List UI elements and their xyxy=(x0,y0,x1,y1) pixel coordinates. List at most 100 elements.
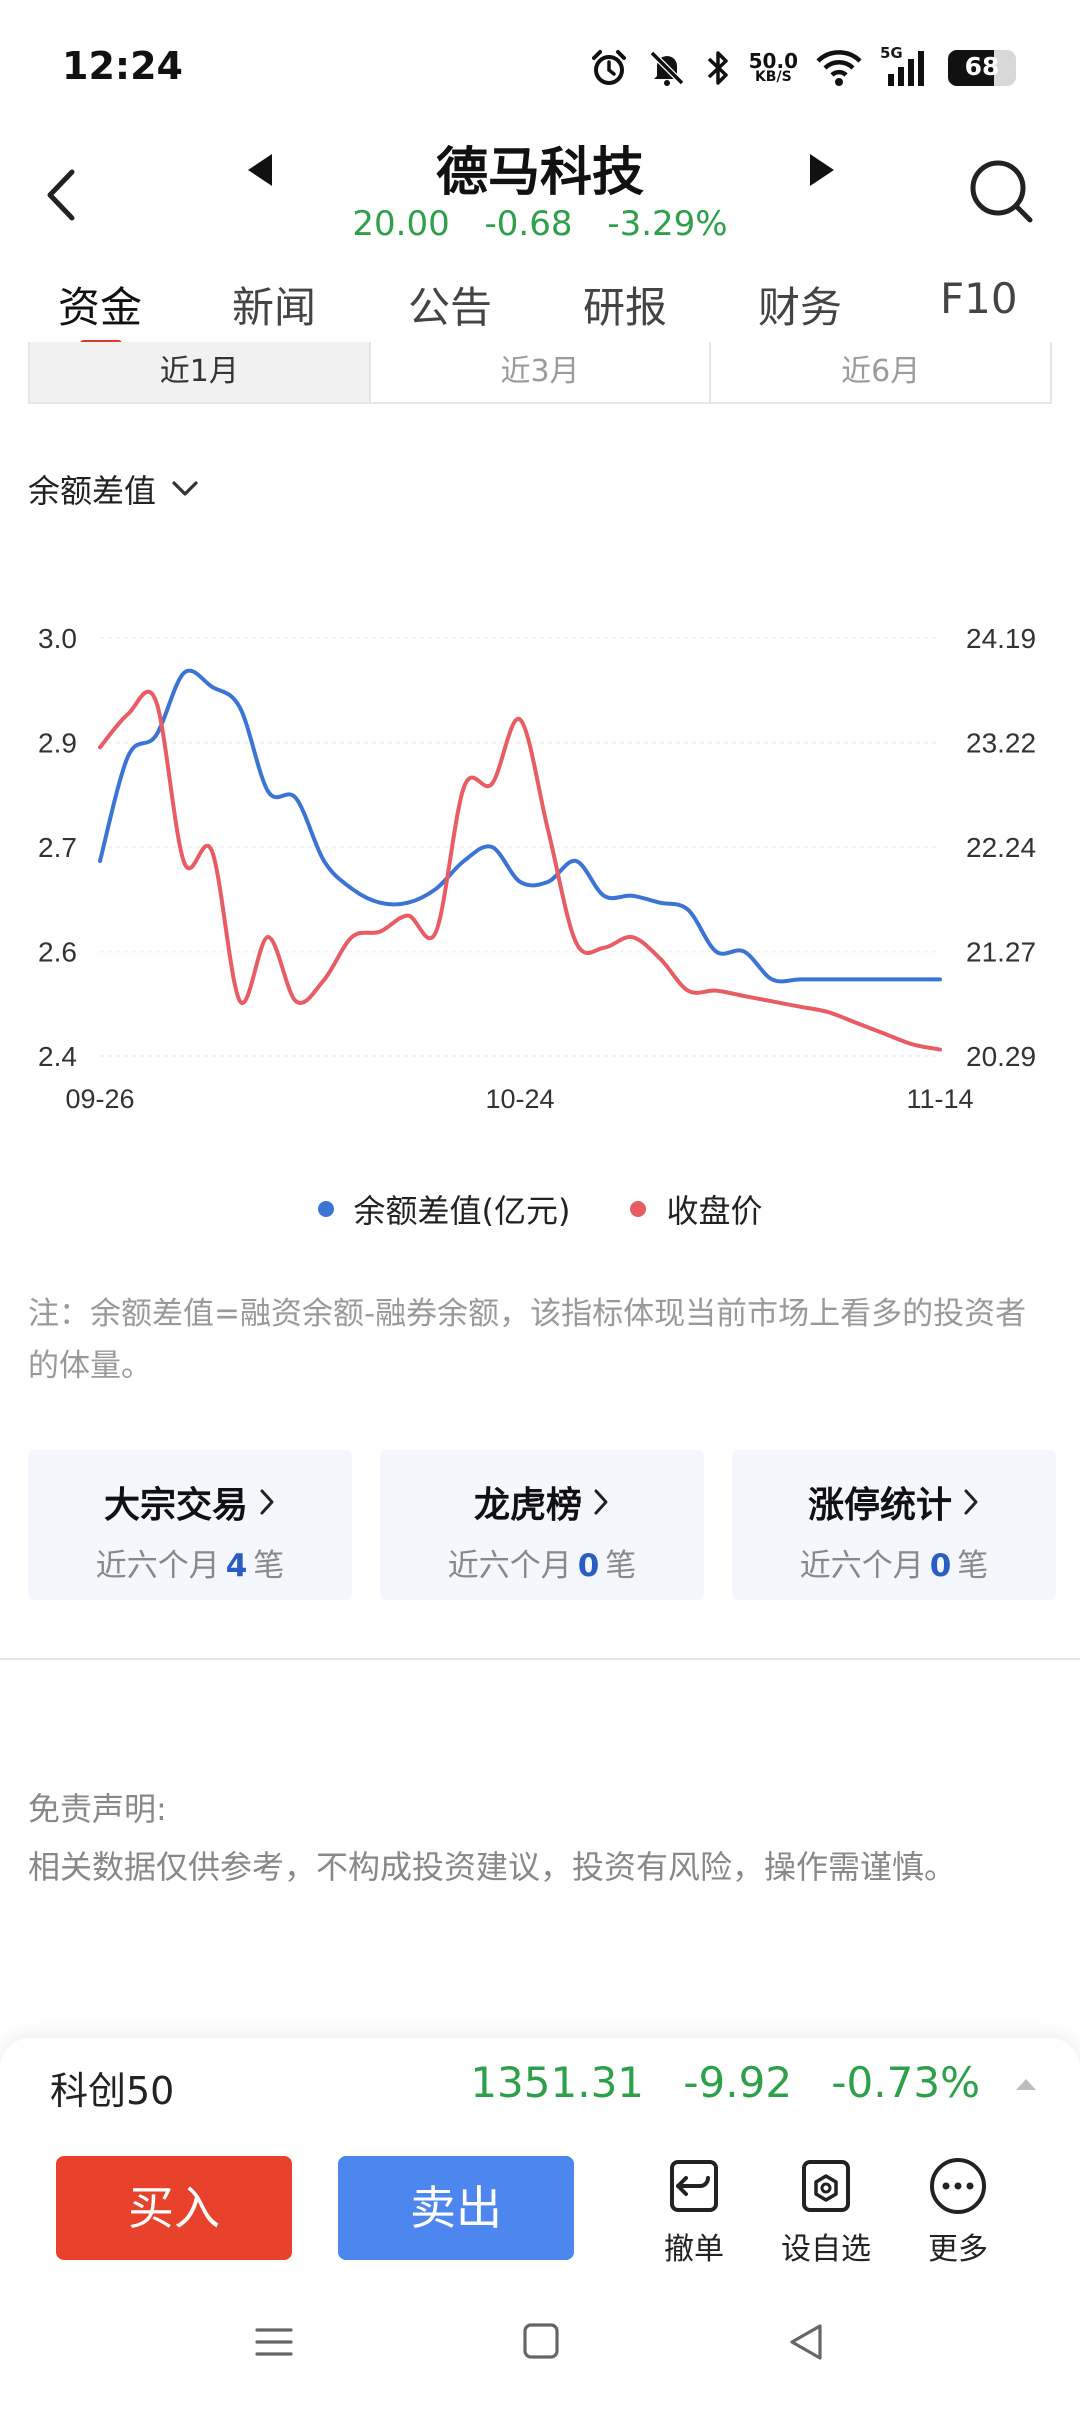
card-block-trade[interactable]: 大宗交易 近六个月 4 笔 xyxy=(28,1450,352,1600)
stock-quote: 20.00 -0.68 -3.29% xyxy=(0,204,1080,244)
right-axis-tick-label: 24.19 xyxy=(966,623,1036,654)
add-watchlist-label: 设自选 xyxy=(781,2232,871,2267)
stock-name: 德马科技 xyxy=(435,143,644,203)
series-line-close xyxy=(98,689,942,1052)
card-sub-dragon-tiger: 近六个月 0 笔 xyxy=(380,1540,704,1585)
tab-financials[interactable]: 财务 xyxy=(758,283,843,332)
cancel-order-label: 撤单 xyxy=(664,2232,724,2267)
left-axis-tick-label: 2.9 xyxy=(38,728,77,759)
legend-dot-close xyxy=(630,1201,647,1217)
legend-item-close: 收盘价 xyxy=(630,1186,763,1232)
left-axis-tick-label: 3.0 xyxy=(38,623,77,654)
stock-price: 20.00 xyxy=(352,204,450,244)
chart-note: 注：余额差值=融资余额-融券余额，该指标体现当前市场上看多的投资者的体量。 xyxy=(28,1296,1027,1384)
tab-f10[interactable]: F10 xyxy=(940,274,1018,323)
left-axis-tick-label: 2.6 xyxy=(38,937,77,968)
legend-label-balance: 余额差值(亿元) xyxy=(353,1192,571,1230)
add-watchlist-button[interactable]: 设自选 xyxy=(766,2156,886,2268)
cancel-order-button[interactable]: 撤单 xyxy=(634,2156,754,2268)
buy-button[interactable]: 买入 xyxy=(56,2156,292,2260)
index-name[interactable]: 科创50 xyxy=(50,2069,175,2113)
prev-stock-icon[interactable] xyxy=(240,148,280,192)
stock-change-pct: -3.29% xyxy=(607,204,728,244)
index-change: -9.92 xyxy=(683,2058,793,2107)
card-count: 0 xyxy=(929,1548,952,1584)
stock-change: -0.68 xyxy=(484,204,573,244)
index-change-pct: -0.73% xyxy=(831,2058,980,2107)
x-axis-tick-label: 10-24 xyxy=(485,1084,554,1114)
status-icons: 50.0 KB/S 5G 68 xyxy=(589,44,1016,90)
legend-item-balance: 余额差值(亿元) xyxy=(317,1186,571,1232)
card-sub-prefix: 近六个月 xyxy=(799,1548,924,1584)
search-icon[interactable] xyxy=(966,156,1038,228)
system-nav-bar xyxy=(0,2300,1080,2412)
series-line-balance xyxy=(98,668,942,984)
right-axis-tick-label: 23.22 xyxy=(966,728,1036,759)
card-count: 0 xyxy=(577,1548,600,1584)
margin-balance-chart: 3.0 24.19 2.9 23.22 2.7 22.24 2.6 21.27 2.4 20.29… xyxy=(38,623,1036,1114)
status-time: 12:24 xyxy=(62,44,183,88)
status-bar: 12:24 50.0 KB/S 5G xyxy=(0,0,1080,130)
card-title-text: 龙虎榜 xyxy=(473,1485,582,1526)
card-limit-up[interactable]: 涨停统计 近六个月 0 笔 xyxy=(732,1450,1056,1600)
caret-up-icon[interactable] xyxy=(1014,2076,1038,2092)
card-count: 4 xyxy=(225,1548,248,1584)
metric-dropdown[interactable]: 余额差值 xyxy=(28,466,200,512)
back-nav-icon[interactable] xyxy=(786,2322,826,2362)
legend-dot-balance xyxy=(317,1201,334,1217)
card-sub-prefix: 近六个月 xyxy=(447,1548,572,1584)
index-quote[interactable]: 1351.31 -9.92 -0.73% xyxy=(444,2058,980,2107)
card-title-text: 大宗交易 xyxy=(103,1485,248,1526)
battery-icon: 68 xyxy=(948,50,1016,86)
tab-research[interactable]: 研报 xyxy=(583,283,668,332)
chevron-down-icon xyxy=(172,481,198,496)
cancel-order-icon xyxy=(670,2160,718,2212)
period-6m[interactable]: 近6月 xyxy=(841,354,921,389)
x-axis-tick-label: 09-26 xyxy=(65,1084,134,1114)
right-axis-tick-label: 22.24 xyxy=(966,832,1036,863)
chevron-right-icon xyxy=(964,1489,978,1515)
home-icon[interactable] xyxy=(522,2322,560,2360)
period-selector: 近1月 近3月 近6月 xyxy=(28,342,1052,404)
back-arrow-icon[interactable] xyxy=(36,160,88,230)
next-stock-icon[interactable] xyxy=(802,148,842,192)
card-sub-suffix: 笔 xyxy=(253,1548,285,1584)
section-divider xyxy=(0,1658,1080,1660)
menu-icon[interactable] xyxy=(254,2322,294,2362)
card-dragon-tiger[interactable]: 龙虎榜 近六个月 0 笔 xyxy=(380,1450,704,1600)
disclaimer: 免责声明: 相关数据仅供参考，不构成投资建议，投资有风险，操作需谨慎。 xyxy=(28,1780,1058,1896)
signal-icon: 5G xyxy=(880,44,930,88)
alarm-icon xyxy=(591,50,626,85)
sell-button[interactable]: 卖出 xyxy=(338,2156,574,2260)
legend-label-close: 收盘价 xyxy=(666,1192,763,1230)
card-title-limit-up: 涨停统计 xyxy=(808,1476,980,1528)
period-1m[interactable]: 近1月 xyxy=(30,342,371,402)
index-value: 1351.31 xyxy=(470,2058,645,2107)
card-title-dragon-tiger: 龙虎榜 xyxy=(474,1476,610,1528)
card-sub-limit-up: 近六个月 0 笔 xyxy=(732,1540,1056,1585)
chevron-right-icon xyxy=(594,1489,608,1515)
watchlist-icon xyxy=(802,2160,850,2212)
more-label: 更多 xyxy=(928,2232,988,2267)
card-sub-suffix: 笔 xyxy=(957,1548,989,1584)
tab-news[interactable]: 新闻 xyxy=(232,283,317,332)
stat-cards: 大宗交易 近六个月 4 笔 龙虎榜 近六个月 0 笔 涨停统计 近六个月 0 笔 xyxy=(28,1450,1056,1600)
metric-dropdown-label: 余额差值 xyxy=(28,472,157,510)
disclaimer-body: 相关数据仅供参考，不构成投资建议，投资有风险，操作需谨慎。 xyxy=(28,1848,957,1886)
card-title-text: 涨停统计 xyxy=(807,1485,952,1526)
mute-icon xyxy=(649,50,684,86)
right-axis-tick-label: 21.27 xyxy=(966,937,1036,968)
card-sub-suffix: 笔 xyxy=(605,1548,637,1584)
tab-announcements[interactable]: 公告 xyxy=(408,283,493,332)
net-speed: 50.0 KB/S xyxy=(748,49,798,85)
card-sub-block-trade: 近六个月 4 笔 xyxy=(28,1540,352,1585)
stock-header: 德马科技 20.00 -0.68 -3.29% xyxy=(0,120,1080,260)
tab-bar: 资金 新闻 公告 研报 财务 F10 xyxy=(0,270,1080,350)
card-title-block-trade: 大宗交易 xyxy=(104,1476,276,1528)
disclaimer-title: 免责声明: xyxy=(28,1790,167,1828)
period-3m[interactable]: 近3月 xyxy=(371,342,712,402)
card-sub-prefix: 近六个月 xyxy=(95,1548,220,1584)
tab-funds[interactable]: 资金 xyxy=(58,283,143,332)
x-axis-tick-label: 11-14 xyxy=(906,1084,973,1114)
more-button[interactable]: 更多 xyxy=(898,2156,1018,2268)
